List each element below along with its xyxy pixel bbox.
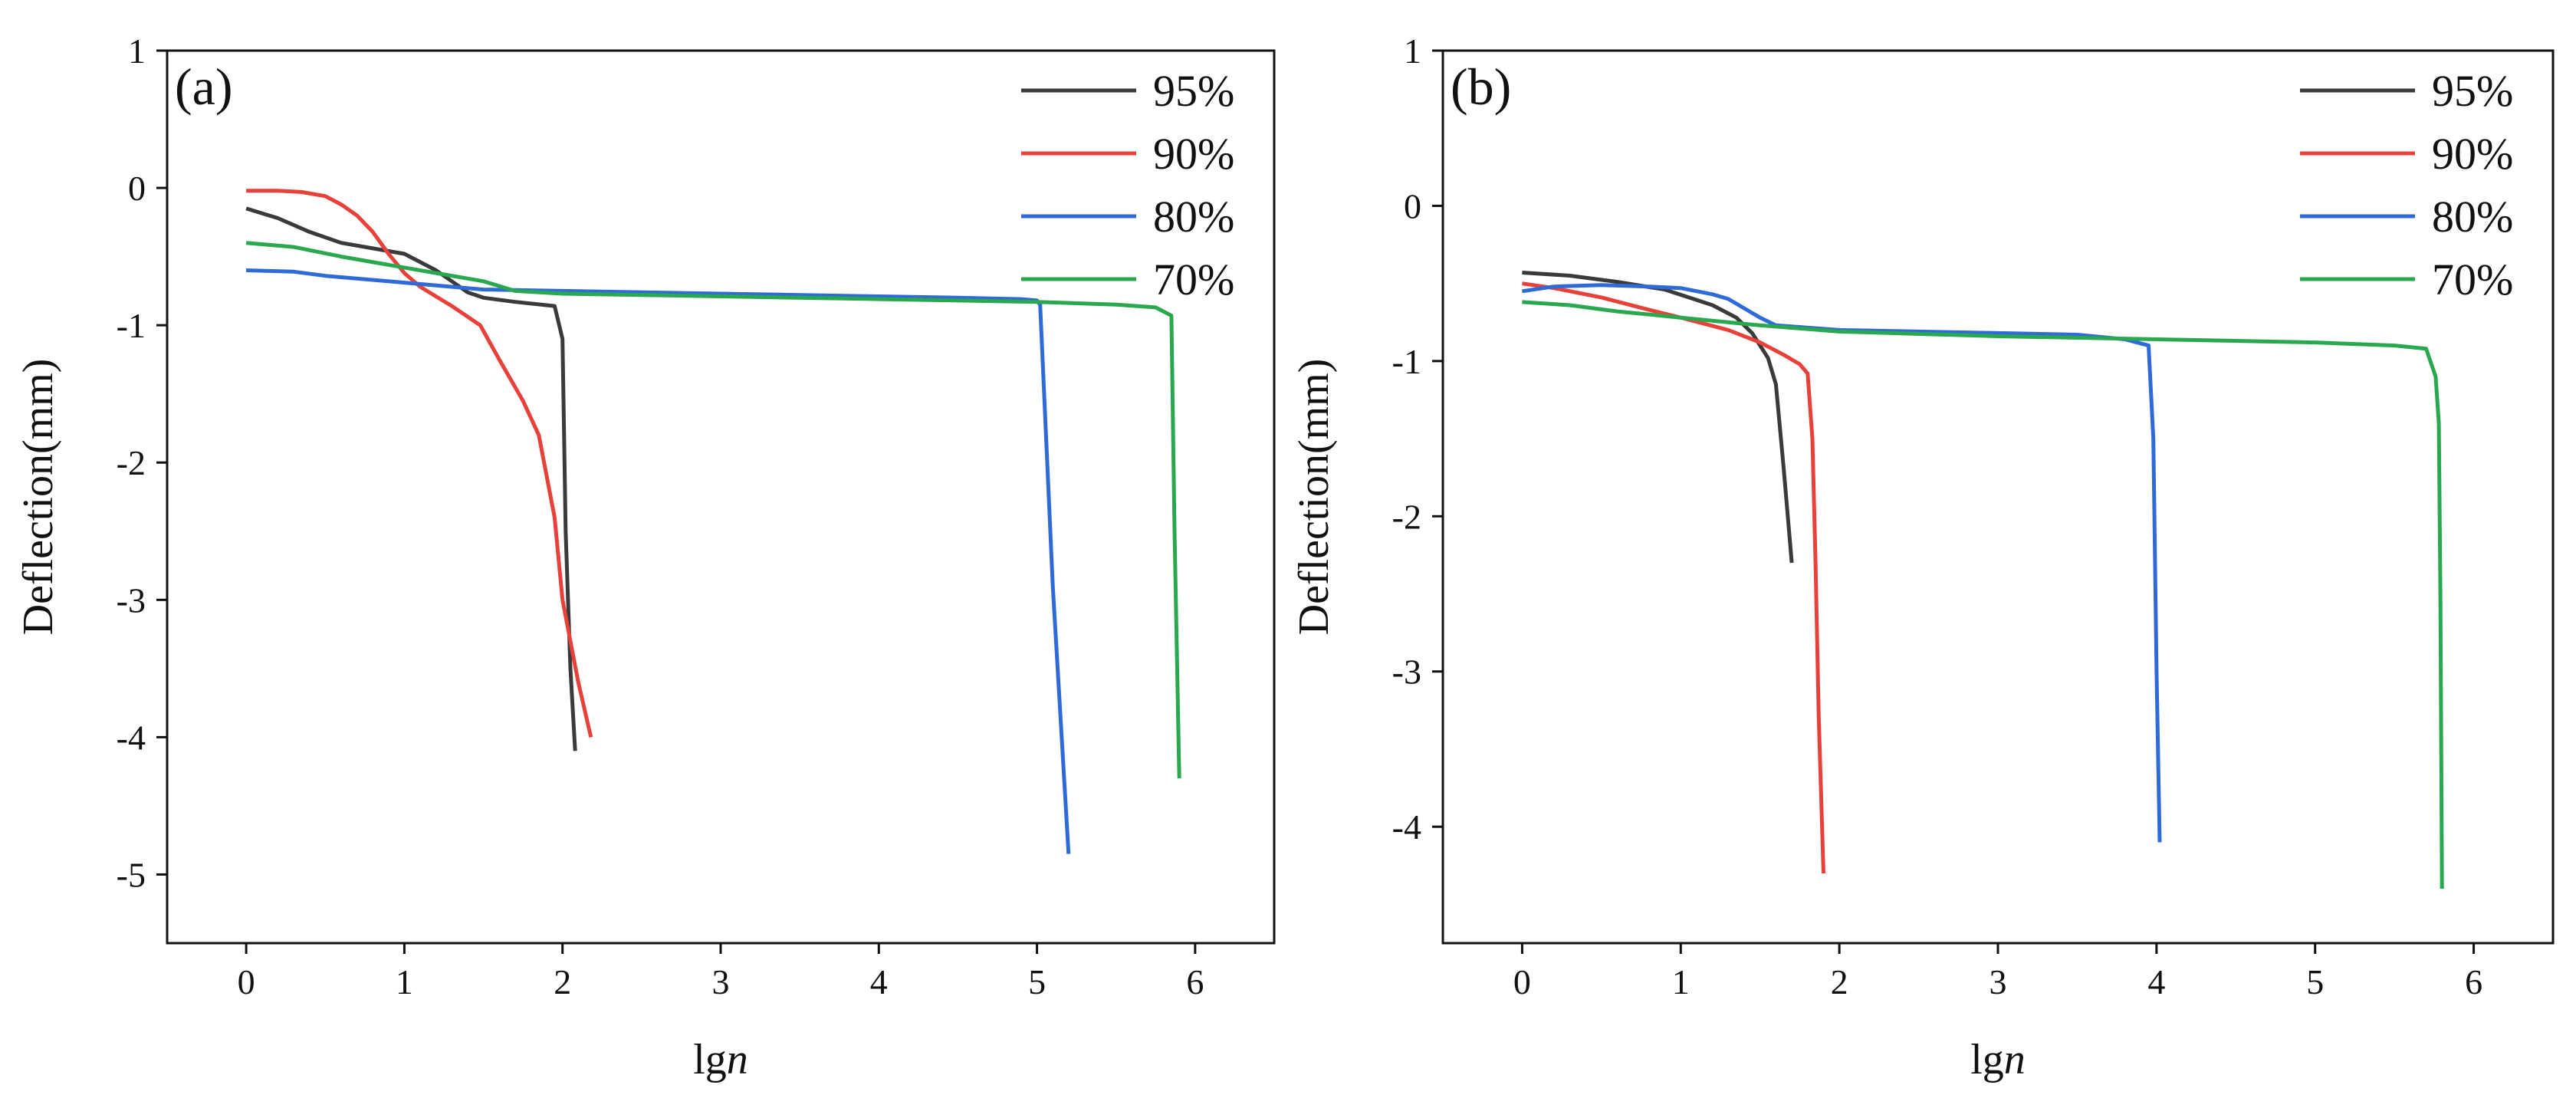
series-line-95pct: [245, 206, 577, 751]
panel-label: (b): [1451, 58, 1511, 116]
x-tick-label: 6: [2465, 962, 2482, 1001]
y-axis-title: Deflection(mm): [15, 359, 62, 636]
y-tick-label: -3: [117, 580, 146, 620]
legend-label: 70%: [2432, 255, 2513, 304]
y-tick-label: -3: [1392, 653, 1421, 692]
series-line-90pct: [1522, 281, 1825, 873]
y-tick-label: 1: [128, 31, 146, 71]
plot-frame: [166, 49, 1276, 945]
panel-label: (a): [175, 58, 232, 116]
y-tick-label: -5: [117, 855, 146, 894]
series-line-95pct: [1522, 271, 1794, 564]
legend-label: 95%: [1153, 66, 1234, 116]
series-line-80pct: [1522, 283, 2162, 843]
y-tick-label: 1: [1404, 31, 1421, 71]
legend-label: 95%: [2432, 66, 2513, 116]
x-axis-title-main: lg: [1970, 1036, 2004, 1083]
x-tick-label: 6: [1186, 962, 1204, 1001]
y-axis-title: Deflection(mm): [1290, 359, 1338, 636]
x-tick-label: 3: [1990, 962, 2007, 1001]
series-line-80pct: [246, 268, 1071, 854]
x-tick-label: 1: [396, 962, 413, 1001]
y-tick-label: -1: [1392, 342, 1421, 381]
panel-b: 0 1 2 3 4 5 6 1 0 -1 -2 -3 -4 lgn Deflection(mm) (b) 95%…: [1290, 31, 2555, 1083]
x-axis-title: lgn: [1970, 1036, 2026, 1083]
x-tick-label: 0: [238, 962, 255, 1001]
x-axis-title-main: lg: [693, 1036, 727, 1083]
legend-label: 80%: [2432, 192, 2513, 242]
legend-label: 90%: [1153, 129, 1234, 179]
y-tick-label: -2: [1392, 497, 1421, 536]
x-tick-label: 5: [1028, 962, 1046, 1001]
panel-a: 0 1 2 3 4 5 6 1 0 -1 -2 -3 -4 -5 lgn Deflection(mm) (a) 9…: [15, 31, 1276, 1083]
series-line-90pct: [246, 189, 593, 738]
y-tick-label: -1: [117, 306, 146, 345]
x-axis-title-variable: n: [2004, 1036, 2026, 1083]
plot-frame: [1441, 49, 2555, 945]
x-tick-label: 2: [1831, 962, 1848, 1001]
x-tick-label: 3: [712, 962, 730, 1001]
legend-label: 70%: [1153, 255, 1234, 304]
x-axis-title-variable: n: [727, 1036, 748, 1083]
x-axis-title: lgn: [693, 1036, 748, 1083]
x-tick-label: 4: [2147, 962, 2165, 1001]
y-tick-label: 0: [1404, 186, 1421, 225]
legend: 95% 90% 80% 70%: [2300, 66, 2513, 304]
x-tick-label: 2: [554, 962, 571, 1001]
legend-label: 90%: [2432, 129, 2513, 179]
x-tick-label: 5: [2306, 962, 2324, 1001]
x-tick-label: 1: [1672, 962, 1690, 1001]
y-tick-label: -4: [117, 718, 146, 757]
series-line-70pct: [1522, 300, 2444, 889]
series-line-70pct: [245, 241, 1181, 779]
y-tick-label: 0: [128, 169, 146, 208]
x-tick-label: 0: [1513, 962, 1531, 1001]
x-tick-label: 4: [870, 962, 888, 1001]
legend: 95% 90% 80% 70%: [1021, 66, 1234, 304]
y-tick-label: -4: [1392, 807, 1421, 847]
y-tick-label: -2: [117, 443, 146, 482]
legend-label: 80%: [1153, 192, 1234, 242]
